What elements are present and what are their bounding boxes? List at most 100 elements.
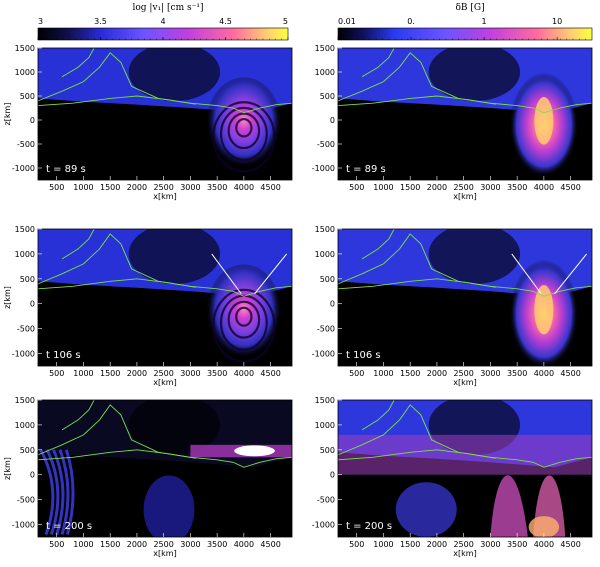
- colorbar-label: log |v₁| [cm s⁻¹]: [133, 3, 204, 13]
- contour-line: [38, 449, 196, 461]
- wave-ring: [227, 112, 261, 150]
- x-tick-label: 3500: [507, 540, 527, 549]
- x-tick-label: 2000: [127, 369, 147, 378]
- x-axis-label: x[km]: [453, 378, 476, 387]
- y-tick-label: 500: [20, 446, 35, 455]
- contour-line: [61, 400, 95, 431]
- x-tick-label: 2500: [453, 369, 473, 378]
- panels: 500 1000 1500 2000 2500 3000 3500 4000 4500 1500 1…: [3, 44, 593, 558]
- y-tick-label: 0: [30, 471, 35, 480]
- x-tick-label: 500: [49, 183, 64, 192]
- contour-line: [361, 400, 395, 431]
- x-tick-label: 1000: [373, 540, 393, 549]
- y-tick-label: 1000: [15, 250, 35, 259]
- panel-3: 500 1000 1500 2000 2500 3000 3500 4000 4500 1500 1…: [3, 225, 293, 387]
- colorbar-2: [337, 27, 593, 41]
- y-tick-label: -1000: [12, 521, 35, 530]
- y-tick-label: -500: [17, 325, 35, 334]
- panel-2: 500 1000 1500 2000 2500 3000 3500 4000 4500 1500 1…: [312, 44, 593, 201]
- x-tick-label: 1500: [100, 183, 120, 192]
- x-tick-label: 500: [349, 369, 364, 378]
- ray-line: [254, 253, 288, 295]
- y-tick-label: 0: [30, 116, 35, 125]
- x-tick-label: 2000: [427, 540, 447, 549]
- x-tick-label: 4500: [260, 369, 280, 378]
- wave-ring: [227, 300, 261, 339]
- heatmap: [38, 48, 292, 180]
- colorbar-tick: 4.5: [219, 17, 232, 26]
- panel-4: 500 1000 1500 2000 2500 3000 3500 4000 4500 1500 1…: [312, 225, 593, 387]
- x-tick-label: 4500: [260, 183, 280, 192]
- x-tick-label: 1500: [400, 183, 420, 192]
- heatmap: [338, 229, 592, 366]
- ray-line: [511, 253, 542, 295]
- y-tick-label: 0: [30, 300, 35, 309]
- field-core: [534, 97, 554, 145]
- wave-ring: [212, 288, 276, 363]
- x-tick-label: 1000: [73, 183, 93, 192]
- y-tick-label: 1500: [15, 396, 35, 405]
- x-tick-label: 1000: [373, 183, 393, 192]
- contour-line: [338, 278, 496, 290]
- x-tick-label: 2500: [453, 540, 473, 549]
- x-tick-label: 500: [49, 540, 64, 549]
- y-tick-label: -1000: [12, 164, 35, 173]
- x-tick-label: 1000: [73, 540, 93, 549]
- x-tick-label: 2000: [427, 183, 447, 192]
- x-tick-label: 4000: [234, 540, 254, 549]
- panel-frame: [337, 399, 593, 538]
- wave-ring: [219, 106, 268, 161]
- y-tick-label: 0: [330, 300, 335, 309]
- panel-6: 500 1000 1500 2000 2500 3000 3500 4000 4500 1500 1…: [312, 396, 593, 558]
- y-tick-label: -1000: [312, 521, 335, 530]
- panel-frame: [37, 47, 293, 181]
- y-axis-label: z[km]: [3, 286, 12, 309]
- ray-line: [554, 253, 588, 295]
- x-tick-label: 3500: [507, 369, 527, 378]
- x-tick-label: 500: [349, 540, 364, 549]
- y-tick-label: -500: [17, 496, 35, 505]
- y-tick-label: -500: [17, 140, 35, 149]
- x-tick-label: 1500: [400, 369, 420, 378]
- panel-frame: [37, 228, 293, 367]
- heatmap: [38, 229, 292, 366]
- wave-ring: [235, 306, 253, 327]
- y-tick-label: 1000: [315, 68, 335, 77]
- y-tick-label: -500: [317, 325, 335, 334]
- x-tick-label: 3000: [480, 369, 500, 378]
- panel-frame: [337, 47, 593, 181]
- x-tick-label: 2000: [427, 369, 447, 378]
- x-axis-label: x[km]: [453, 549, 476, 558]
- x-tick-label: 2500: [453, 183, 473, 192]
- x-tick-label: 3500: [507, 183, 527, 192]
- heatmap: [338, 400, 592, 537]
- x-tick-label: 4000: [534, 540, 554, 549]
- colorbar-tick: 3: [38, 17, 43, 26]
- y-tick-label: -500: [317, 496, 335, 505]
- time-label: t 106 s: [46, 350, 81, 361]
- y-tick-label: 0: [330, 116, 335, 125]
- x-tick-label: 4500: [260, 540, 280, 549]
- y-tick-label: -500: [317, 140, 335, 149]
- y-tick-label: 1000: [15, 421, 35, 430]
- x-tick-label: 4000: [534, 183, 554, 192]
- y-axis-label: z[km]: [3, 457, 12, 480]
- y-tick-label: 1500: [15, 225, 35, 234]
- y-tick-label: 500: [20, 92, 35, 101]
- x-tick-label: 500: [49, 369, 64, 378]
- y-tick-label: 1500: [315, 396, 335, 405]
- y-tick-label: 1500: [315, 225, 335, 234]
- y-tick-label: 1000: [315, 421, 335, 430]
- field-layer: [338, 434, 592, 475]
- colorbar-tick: 0.01: [338, 17, 356, 26]
- x-tick-label: 2500: [153, 369, 173, 378]
- wave-streak: [52, 449, 65, 535]
- colorbar-tick: 0.: [407, 17, 415, 26]
- heatmap: [338, 48, 592, 180]
- x-tick-label: 1000: [373, 369, 393, 378]
- x-axis-label: x[km]: [153, 549, 176, 558]
- field-core: [534, 285, 554, 335]
- wave-ring: [235, 118, 253, 138]
- time-label: t = 89 s: [346, 164, 386, 175]
